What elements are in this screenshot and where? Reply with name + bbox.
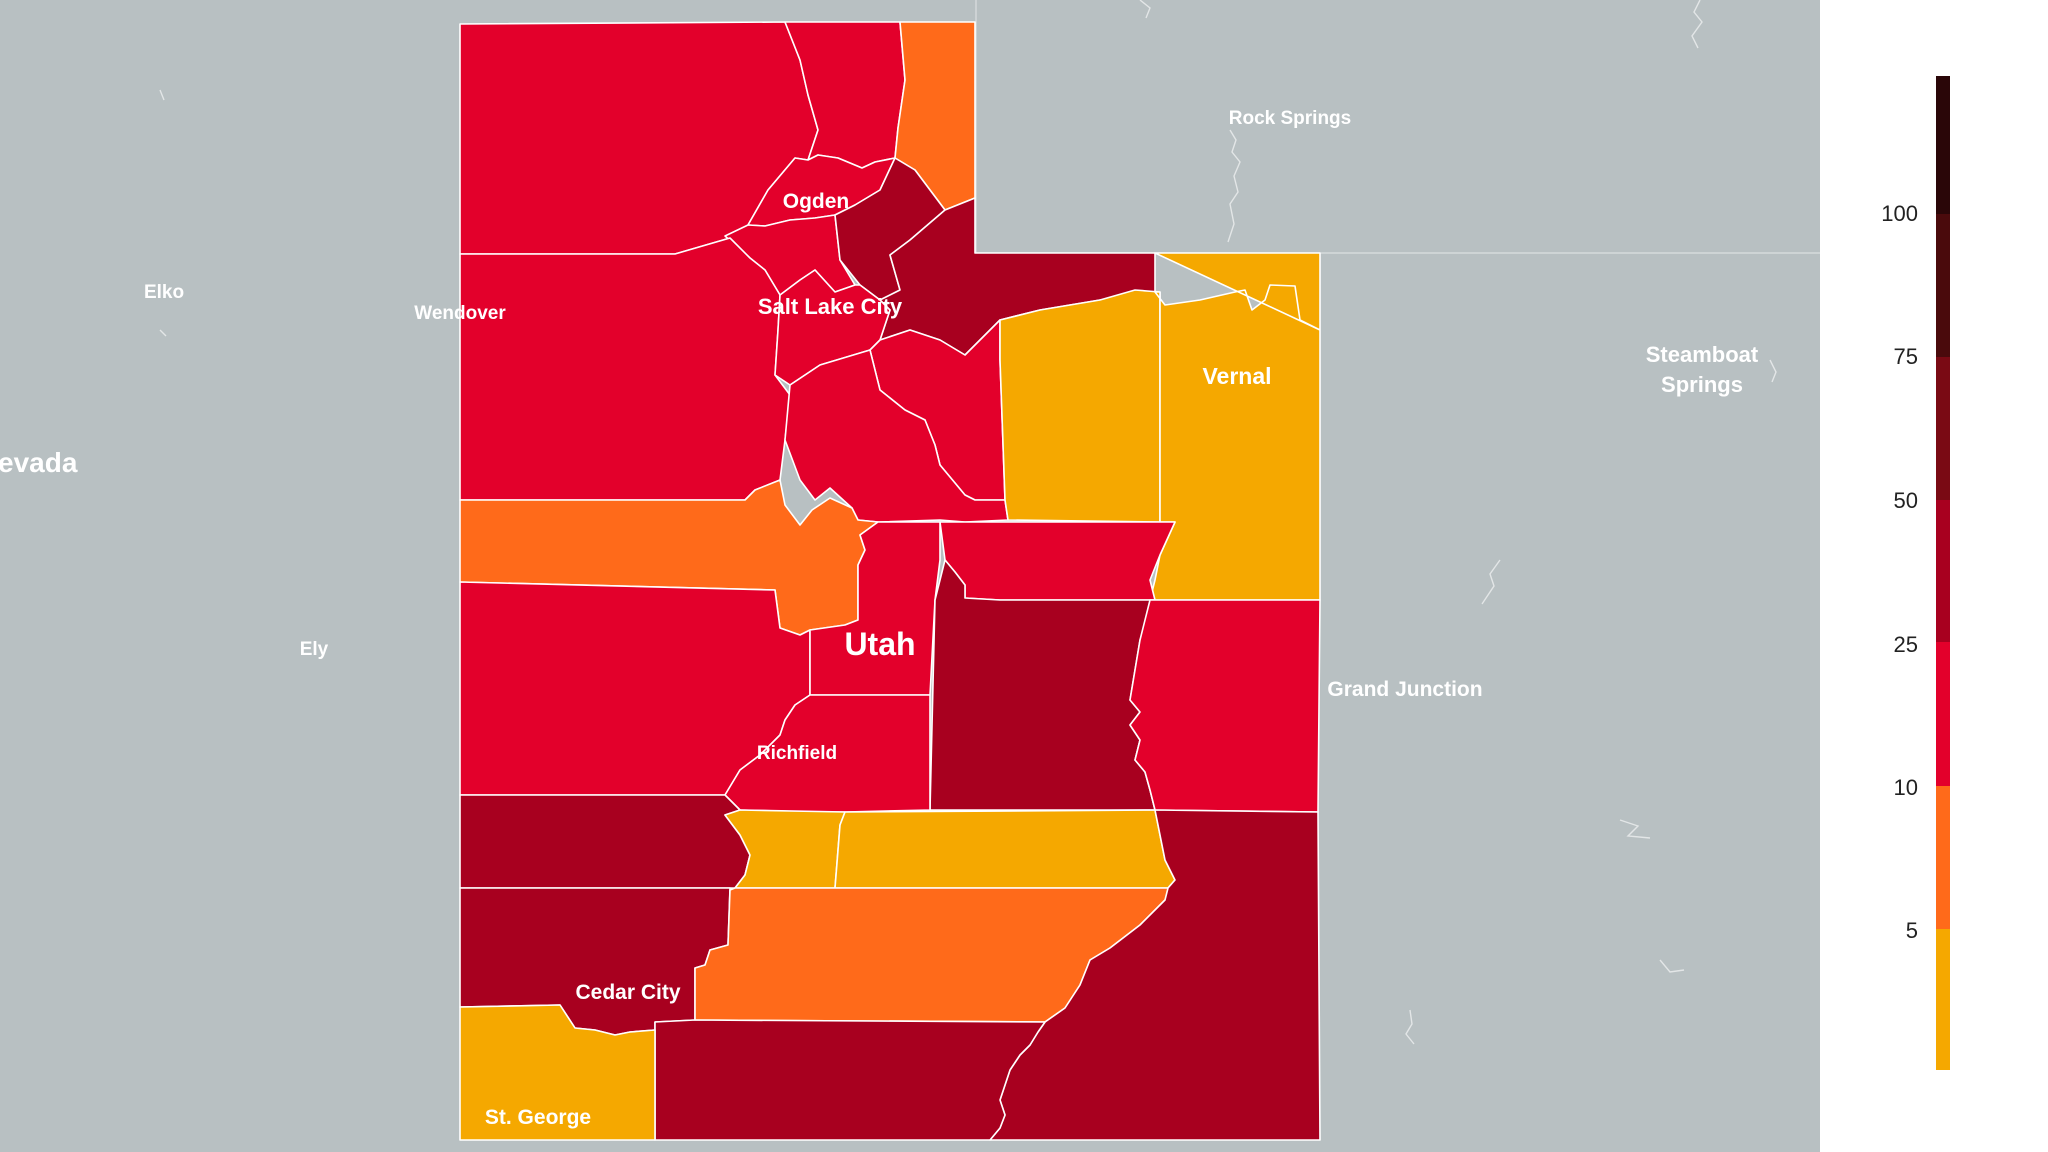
county-salt-lake[interactable]: [774, 269, 891, 386]
city-label-st-george: St. George: [485, 1106, 591, 1129]
city-label-cedar-city: Cedar City: [575, 981, 680, 1004]
county-kane[interactable]: [654, 1019, 1046, 1141]
legend-tick-label: 10: [1894, 775, 1918, 800]
county-washington[interactable]: [459, 1004, 656, 1141]
legend-bin-5-10: [1936, 786, 1950, 929]
state-label-utah: Utah: [844, 626, 915, 662]
city-label-springs: Springs: [1661, 372, 1743, 397]
county-uintah[interactable]: [1149, 252, 1321, 601]
legend-tick-label: 100: [1881, 201, 1918, 226]
legend-tick-label: 50: [1894, 488, 1918, 513]
county-grand[interactable]: [1129, 599, 1321, 813]
legend-bin-100-plus: [1936, 76, 1950, 214]
color-legend: 100 75 50 25 10 5: [1881, 76, 1950, 1070]
city-label-steamboat: Steamboat: [1646, 342, 1759, 367]
legend-bin-50-75: [1936, 357, 1950, 500]
city-label-salt-lake-city: Salt Lake City: [758, 294, 903, 319]
city-label-richfield: Richfield: [757, 743, 837, 764]
city-label-elko: Elko: [144, 282, 184, 303]
city-label-ely: Ely: [300, 639, 329, 660]
city-label-rock-springs: Rock Springs: [1229, 108, 1351, 129]
legend-bin-75-100: [1936, 214, 1950, 357]
county-wayne[interactable]: [834, 809, 1176, 889]
city-label-vernal: Vernal: [1202, 363, 1271, 389]
city-label-ogden: Ogden: [783, 190, 850, 213]
county-beaver[interactable]: [459, 794, 751, 889]
county-layer: [459, 21, 1321, 1141]
legend-tick-label: 75: [1894, 344, 1918, 369]
legend-bin-10-25: [1936, 642, 1950, 786]
city-label-grand-junction: Grand Junction: [1327, 678, 1482, 701]
terrain-lines: [159, 0, 1777, 1045]
city-label-wendover: Wendover: [414, 303, 506, 324]
legend-bin-25-50: [1936, 500, 1950, 642]
county-duchesne[interactable]: [999, 289, 1161, 523]
county-tooele[interactable]: [459, 237, 791, 501]
county-carbon[interactable]: [939, 521, 1176, 601]
legend-bin-0-5: [1936, 929, 1950, 1070]
legend-tick-label: 5: [1906, 918, 1918, 943]
legend-tick-label: 25: [1894, 632, 1918, 657]
state-label-nevada: evada: [0, 447, 78, 478]
legend-panel: [1820, 0, 2048, 1152]
